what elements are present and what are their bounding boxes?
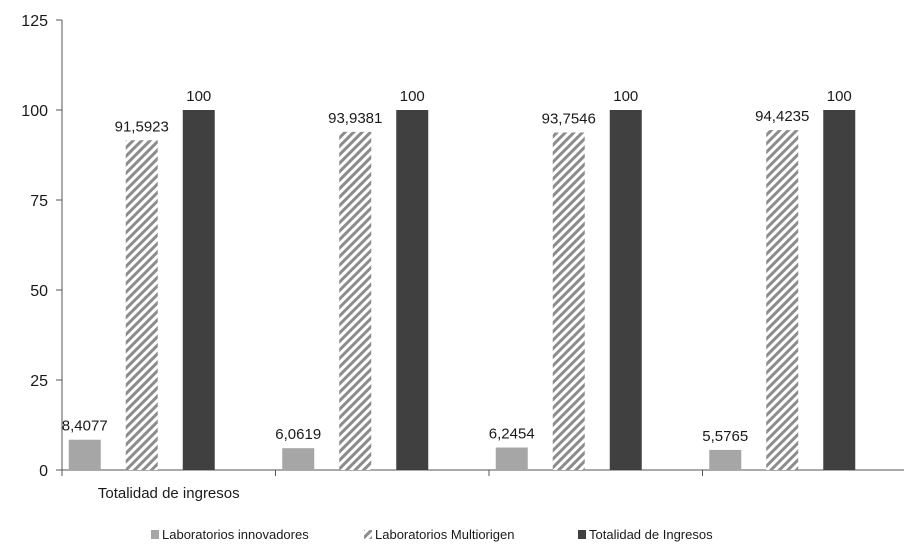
bar-1-2 xyxy=(282,448,315,470)
bar-1-1 xyxy=(68,439,101,470)
bars xyxy=(68,110,856,471)
bar-3-1 xyxy=(182,110,215,470)
bar-value-label: 5,5765 xyxy=(702,428,748,445)
legend-swatch-1 xyxy=(151,530,159,539)
y-tick-label: 50 xyxy=(30,283,48,300)
legend-swatch-2 xyxy=(364,530,372,539)
x-axis: Totalidad de ingresos xyxy=(61,469,904,502)
bar-value-label: 100 xyxy=(827,88,852,105)
legend-label-3: Totalidad de Ingresos xyxy=(589,527,713,542)
bar-value-label: 100 xyxy=(186,88,211,105)
bar-value-label: 8,4077 xyxy=(62,418,108,435)
bar-value-label: 93,9381 xyxy=(328,110,382,127)
bar-value-label: 100 xyxy=(400,88,425,105)
legend: Laboratorios innovadores Laboratorios Mul… xyxy=(151,527,713,542)
legend-label-1: Laboratorios innovadores xyxy=(162,527,309,542)
bar-3-3 xyxy=(609,110,642,470)
legend-label-2: Laboratorios Multiorigen xyxy=(375,527,514,542)
bar-value-label: 94,4235 xyxy=(755,108,809,125)
bar-1-4 xyxy=(709,449,742,470)
x-category-label: Totalidad de ingresos xyxy=(98,485,240,502)
bar-value-label: 93,7546 xyxy=(542,110,596,127)
y-axis: 0 25 50 75 100 125 xyxy=(21,13,63,480)
y-tick-label: 0 xyxy=(39,463,48,480)
bar-value-label: 6,2454 xyxy=(489,426,535,443)
y-tick-label: 25 xyxy=(30,373,48,390)
bar-2-3 xyxy=(552,132,585,470)
y-tick-label: 75 xyxy=(30,193,48,210)
bar-1-3 xyxy=(495,447,528,470)
y-tick-label: 125 xyxy=(21,13,48,30)
bar-value-label: 6,0619 xyxy=(275,426,321,443)
legend-swatch-3 xyxy=(578,530,586,539)
bar-3-4 xyxy=(823,110,856,470)
bar-2-4 xyxy=(766,130,799,471)
y-tick-label: 100 xyxy=(21,103,48,120)
bar-3-2 xyxy=(396,110,429,470)
data-labels: 8,4077 6,0619 6,2454 5,5765 91,5923 93,9381 93… xyxy=(62,88,852,445)
bar-value-label: 91,5923 xyxy=(115,118,169,135)
bar-2-2 xyxy=(339,131,372,470)
bar-value-label: 100 xyxy=(613,88,638,105)
bar-2-1 xyxy=(125,140,158,471)
